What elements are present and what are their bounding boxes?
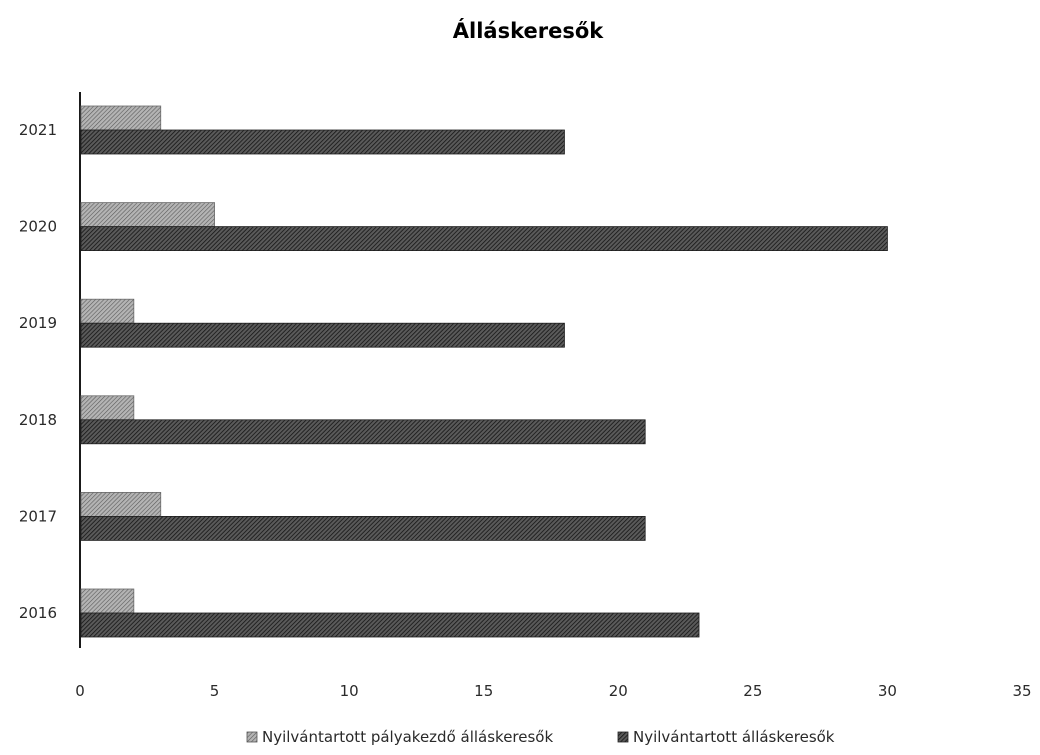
legend-item-series-1: Nyilvántartott pályakezdő álláskeresők bbox=[246, 728, 553, 746]
bar-series-2 bbox=[80, 322, 565, 348]
legend-label-series-2: Nyilvántartott álláskeresők bbox=[633, 728, 835, 746]
y-tick-label: 2017 bbox=[19, 507, 57, 525]
bar-series-2 bbox=[80, 419, 646, 445]
bar-series-2 bbox=[80, 129, 565, 155]
chart-title: Álláskeresők bbox=[453, 18, 604, 43]
bar-series-2 bbox=[80, 612, 700, 638]
bar-series-1 bbox=[80, 395, 135, 421]
bar-series-1 bbox=[80, 588, 135, 614]
y-tick-label: 2019 bbox=[19, 314, 57, 332]
bar-series-2 bbox=[80, 516, 646, 541]
x-tick-labels: 0 5 10 15 20 25 30 35 bbox=[75, 682, 1031, 700]
bar-series-1 bbox=[80, 298, 135, 324]
bars-group bbox=[80, 105, 888, 638]
x-tick-label: 10 bbox=[340, 682, 359, 700]
legend: Nyilvántartott pályakezdő álláskeresők N… bbox=[246, 728, 835, 746]
y-tick-label: 2020 bbox=[19, 218, 57, 236]
x-tick-label: 15 bbox=[474, 682, 493, 700]
y-tick-label: 2018 bbox=[19, 411, 57, 429]
x-tick-label: 20 bbox=[609, 682, 628, 700]
legend-label-series-1: Nyilvántartott pályakezdő álláskeresők bbox=[262, 728, 553, 746]
bar-series-2 bbox=[80, 226, 888, 252]
y-tick-labels: 2021 2020 2019 2018 2017 2016 bbox=[19, 121, 57, 622]
bar-series-1 bbox=[80, 202, 215, 228]
bar-series-1 bbox=[80, 491, 162, 517]
legend-swatch-series-1 bbox=[246, 731, 258, 743]
y-tick-label: 2021 bbox=[19, 121, 57, 139]
x-tick-label: 0 bbox=[75, 682, 85, 700]
x-tick-label: 30 bbox=[878, 682, 897, 700]
x-tick-label: 35 bbox=[1012, 682, 1031, 700]
legend-swatch-series-2 bbox=[617, 731, 629, 743]
x-tick-label: 25 bbox=[743, 682, 762, 700]
legend-item-series-2: Nyilvántartott álláskeresők bbox=[617, 728, 835, 746]
y-tick-label: 2016 bbox=[19, 604, 57, 622]
bar-series-1 bbox=[80, 105, 162, 131]
x-tick-label: 5 bbox=[210, 682, 220, 700]
